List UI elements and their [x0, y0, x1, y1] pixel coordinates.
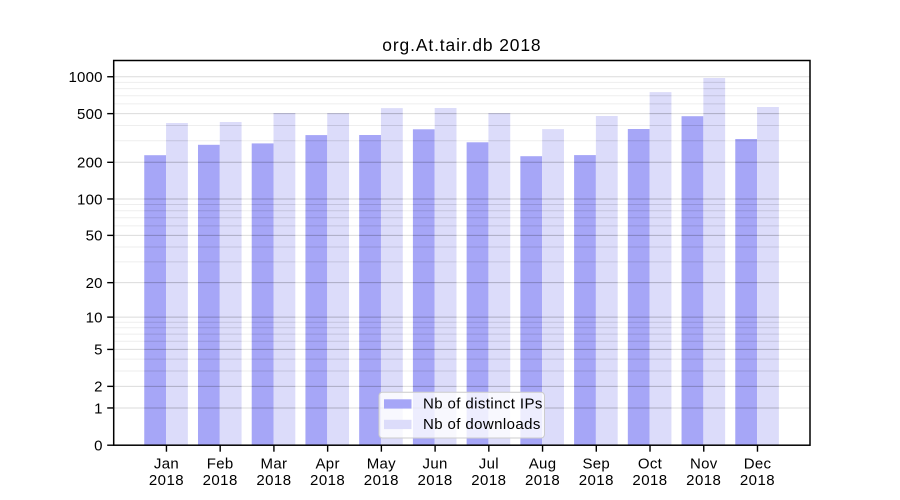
svg-text:200: 200	[77, 155, 103, 172]
svg-text:Aug: Aug	[529, 455, 557, 472]
svg-text:Nb of distinct IPs: Nb of distinct IPs	[423, 395, 543, 412]
svg-text:2018: 2018	[203, 472, 238, 489]
svg-text:20: 20	[86, 275, 103, 292]
svg-text:Mar: Mar	[261, 455, 288, 472]
svg-text:Feb: Feb	[207, 455, 234, 472]
svg-text:2018: 2018	[471, 472, 506, 489]
svg-text:5: 5	[94, 342, 103, 359]
svg-text:100: 100	[77, 191, 103, 208]
svg-text:2018: 2018	[310, 472, 345, 489]
svg-text:2018: 2018	[579, 472, 614, 489]
svg-text:Nb of downloads: Nb of downloads	[423, 416, 541, 433]
svg-text:0: 0	[94, 438, 103, 455]
svg-text:2018: 2018	[525, 472, 560, 489]
svg-text:Sep: Sep	[582, 455, 610, 472]
svg-text:50: 50	[86, 228, 103, 245]
svg-text:Dec: Dec	[744, 455, 772, 472]
svg-text:Apr: Apr	[316, 455, 340, 472]
svg-text:2018: 2018	[256, 472, 291, 489]
svg-text:Nov: Nov	[690, 455, 718, 472]
svg-text:May: May	[367, 455, 396, 472]
svg-text:2018: 2018	[632, 472, 667, 489]
svg-text:2018: 2018	[686, 472, 721, 489]
svg-text:2018: 2018	[364, 472, 399, 489]
svg-text:10: 10	[86, 309, 103, 326]
svg-text:2018: 2018	[740, 472, 775, 489]
svg-text:Jul: Jul	[479, 455, 499, 472]
svg-text:1: 1	[94, 400, 103, 417]
svg-text:500: 500	[77, 106, 103, 123]
svg-text:2: 2	[94, 379, 103, 396]
svg-text:2018: 2018	[418, 472, 453, 489]
svg-text:2018: 2018	[149, 472, 184, 489]
svg-text:Jan: Jan	[154, 455, 179, 472]
svg-text:Oct: Oct	[638, 455, 663, 472]
svg-text:Jun: Jun	[423, 455, 448, 472]
svg-text:1000: 1000	[69, 69, 103, 86]
svg-text:org.At.tair.db 2018: org.At.tair.db 2018	[382, 35, 541, 55]
